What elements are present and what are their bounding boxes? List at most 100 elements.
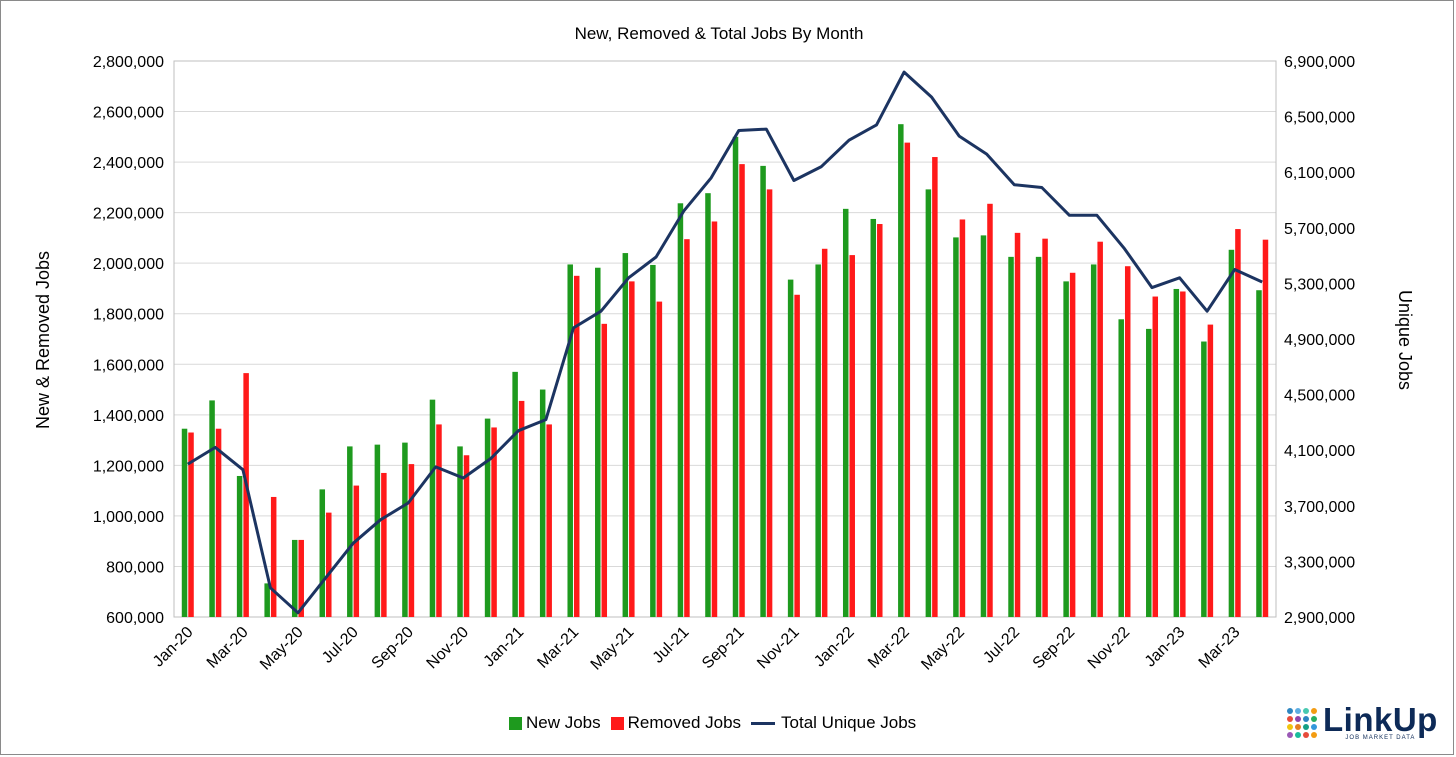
removed-jobs-bar	[629, 281, 635, 617]
new-jobs-bar	[484, 418, 491, 617]
x-tick-label: Jan-22	[811, 624, 858, 671]
new-jobs-bar	[181, 428, 188, 617]
logo-dot	[1303, 708, 1309, 714]
right-tick-label: 3,300,000	[1284, 554, 1355, 571]
left-y-axis: 600,000 800,000 1,000,000 1,200,000 1,400,00…	[93, 54, 164, 627]
x-tick-label: May-21	[588, 624, 638, 674]
new-jobs-bar	[787, 279, 794, 617]
logo-wordmark: LinkUp	[1323, 701, 1438, 738]
left-tick-label: 1,400,000	[93, 408, 164, 425]
total-unique-jobs-line	[187, 70, 1263, 615]
x-tick-label: Mar-21	[534, 624, 582, 672]
logo-dot	[1311, 708, 1317, 714]
removed-jobs-bar	[436, 424, 442, 617]
removed-jobs-bar	[353, 485, 360, 617]
right-tick-label: 5,300,000	[1284, 276, 1355, 293]
right-tick-label: 6,100,000	[1284, 165, 1355, 182]
total-unique-jobs-swatch	[751, 721, 776, 725]
new-jobs-bar	[236, 475, 243, 617]
new-jobs-bar	[1173, 288, 1180, 617]
logo-dot	[1287, 724, 1293, 730]
x-tick-label: Mar-23	[1196, 624, 1244, 672]
removed-jobs-bar	[188, 432, 194, 617]
legend: New Jobs Removed Jobs Total Unique Jobs	[509, 713, 926, 733]
logo-dots-icon	[1287, 708, 1317, 738]
removed-jobs-bar	[1042, 238, 1048, 617]
left-tick-label: 800,000	[106, 559, 164, 576]
removed-jobs-bar	[932, 157, 938, 617]
removed-jobs-bar	[270, 496, 277, 617]
legend-item-new-jobs: New Jobs	[509, 713, 601, 733]
removed-jobs-bar	[1014, 232, 1021, 617]
removed-jobs-bar	[546, 424, 552, 617]
right-tick-label: 6,900,000	[1284, 54, 1355, 71]
new-jobs-bar	[842, 208, 849, 617]
logo-dot	[1287, 716, 1293, 722]
removed-jobs-bar	[1097, 241, 1103, 617]
left-tick-label: 2,600,000	[93, 105, 164, 122]
logo-dot	[1287, 708, 1293, 714]
new-jobs-bar	[457, 446, 463, 617]
logo-dot	[1295, 724, 1301, 730]
logo-dot	[1303, 724, 1309, 730]
x-tick-label: Jul-22	[980, 624, 1023, 667]
removed-jobs-bar	[1124, 266, 1131, 617]
x-tick-label: Sep-22	[1030, 624, 1079, 673]
new-jobs-bar	[815, 264, 821, 617]
new-jobs-bar	[898, 124, 904, 617]
x-tick-label: Jan-21	[481, 624, 528, 671]
logo-dot	[1303, 732, 1309, 738]
new-jobs-bar	[1228, 249, 1235, 617]
logo-dot	[1295, 708, 1301, 714]
new-jobs-bar	[622, 253, 629, 617]
removed-jobs-bar	[1180, 291, 1186, 617]
removed-jobs-bar	[1069, 272, 1076, 617]
removed-jobs-bar	[1235, 229, 1241, 617]
new-jobs-bar	[1008, 256, 1014, 617]
right-tick-label: 4,900,000	[1284, 332, 1355, 349]
x-tick-label: Jul-21	[650, 624, 693, 667]
left-tick-label: 1,000,000	[93, 509, 164, 526]
new-jobs-bar	[512, 371, 518, 617]
new-jobs-bar	[1035, 256, 1042, 617]
logo-dot	[1295, 732, 1301, 738]
right-tick-label: 4,500,000	[1284, 388, 1355, 405]
removed-jobs-bar	[849, 255, 855, 617]
logo-dot	[1295, 716, 1301, 722]
removed-jobs-bar	[381, 472, 387, 617]
left-tick-label: 2,400,000	[93, 155, 164, 172]
x-tick-label: Nov-21	[754, 624, 803, 673]
removed-jobs-bar	[904, 142, 911, 617]
removed-jobs-bar	[987, 203, 993, 618]
unique-jobs-line	[187, 70, 1263, 615]
removed-jobs-bar	[215, 428, 222, 617]
left-axis-title: New & Removed Jobs	[33, 251, 53, 429]
logo-tagline: JOB MARKET DATA	[1345, 735, 1416, 741]
new-jobs-bar	[402, 442, 408, 617]
removed-jobs-bar	[877, 224, 883, 617]
x-tick-label: May-20	[257, 624, 307, 674]
new-jobs-bar	[291, 539, 298, 617]
x-tick-label: Sep-20	[369, 624, 418, 673]
logo-dot	[1311, 724, 1317, 730]
legend-label-new-jobs: New Jobs	[526, 713, 601, 732]
legend-label-total-unique-jobs: Total Unique Jobs	[781, 713, 917, 732]
removed-jobs-bar	[298, 539, 304, 617]
new-jobs-bar	[567, 264, 573, 617]
new-jobs-bar	[1090, 264, 1097, 617]
removed-jobs-bar	[1207, 324, 1214, 617]
x-tick-label: Jan-20	[150, 624, 197, 671]
left-tick-label: 1,600,000	[93, 357, 164, 374]
legend-item-total-unique-jobs: Total Unique Jobs	[751, 713, 916, 733]
right-y-axis: 2,900,000 3,300,000 3,700,000 4,100,000 4,50…	[1284, 54, 1355, 627]
removed-jobs-bar	[518, 400, 525, 617]
new-jobs-bar	[1146, 328, 1152, 617]
left-tick-label: 1,800,000	[93, 307, 164, 324]
removed-jobs-bar	[408, 464, 415, 617]
removed-jobs-bar	[766, 189, 773, 618]
removed-jobs-bar	[684, 239, 690, 617]
new-jobs-bar	[595, 267, 601, 617]
x-tick-label: May-22	[918, 624, 968, 674]
